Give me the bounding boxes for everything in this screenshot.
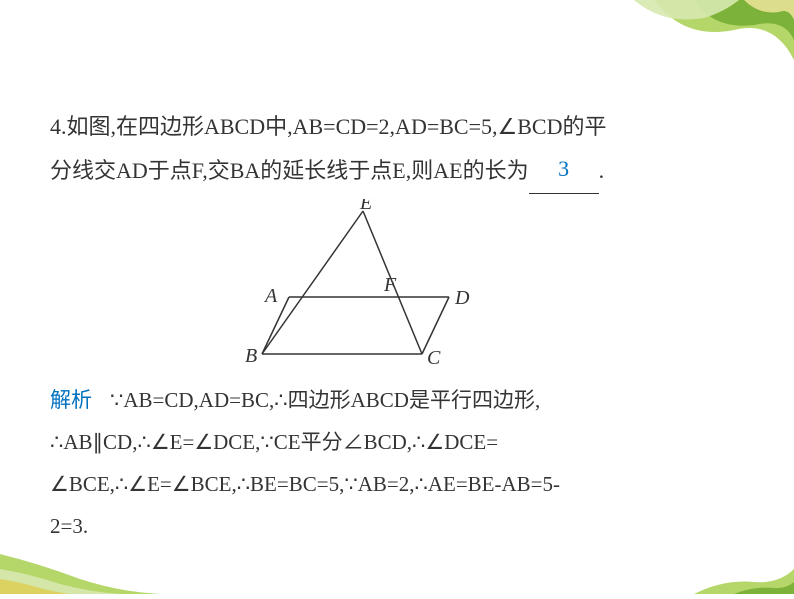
- solution-text-4: 2=3.: [50, 514, 88, 538]
- answer-blank: 3: [529, 149, 599, 194]
- answer-value: 3: [558, 156, 569, 181]
- problem-line-2: 分线交AD于点F,交BA的延长线于点E,则AE的长为 3.: [50, 149, 744, 194]
- solution-text-3: ∠BCE,∴∠E=∠BCE,∴BE=BC=5,∵AB=2,∴AE=BE-AB=5…: [50, 472, 560, 496]
- geometry-figure: B C A D E F: [0, 199, 744, 374]
- svg-text:A: A: [263, 285, 278, 307]
- problem-text-2a: 分线交AD于点F,交BA的延长线于点E,则AE的长为: [50, 158, 529, 183]
- problem-text-1: 如图,在四边形ABCD中,AB=CD=2,AD=BC=5,∠BCD的平: [67, 114, 607, 139]
- svg-text:C: C: [427, 347, 441, 369]
- svg-text:B: B: [245, 345, 257, 367]
- content-area: 4.如图,在四边形ABCD中,AB=CD=2,AD=BC=5,∠BCD的平 分线…: [0, 0, 794, 547]
- svg-text:D: D: [454, 287, 470, 309]
- solution-text-2: ∴AB∥CD,∴∠E=∠DCE,∵CE平分∠BCD,∴∠DCE=: [50, 430, 498, 454]
- decor-bottom-right: [674, 544, 794, 594]
- solution-text-1: ∵AB=CD,AD=BC,∴四边形ABCD是平行四边形,: [110, 388, 540, 412]
- problem-line-1: 4.如图,在四边形ABCD中,AB=CD=2,AD=BC=5,∠BCD的平: [50, 105, 744, 149]
- solution-line-3: ∠BCE,∴∠E=∠BCE,∴BE=BC=5,∵AB=2,∴AE=BE-AB=5…: [50, 463, 744, 505]
- solution-line-1: 解析 ∵AB=CD,AD=BC,∴四边形ABCD是平行四边形,: [50, 379, 744, 421]
- problem-number: 4.: [50, 114, 67, 139]
- solution-line-4: 2=3.: [50, 505, 744, 547]
- decor-bottom-left: [0, 544, 180, 594]
- svg-text:F: F: [383, 274, 397, 296]
- svg-text:E: E: [359, 199, 372, 214]
- solution-label: 解析: [50, 388, 92, 412]
- problem-text-2b: .: [599, 158, 605, 183]
- solution-line-2: ∴AB∥CD,∴∠E=∠DCE,∵CE平分∠BCD,∴∠DCE=: [50, 421, 744, 463]
